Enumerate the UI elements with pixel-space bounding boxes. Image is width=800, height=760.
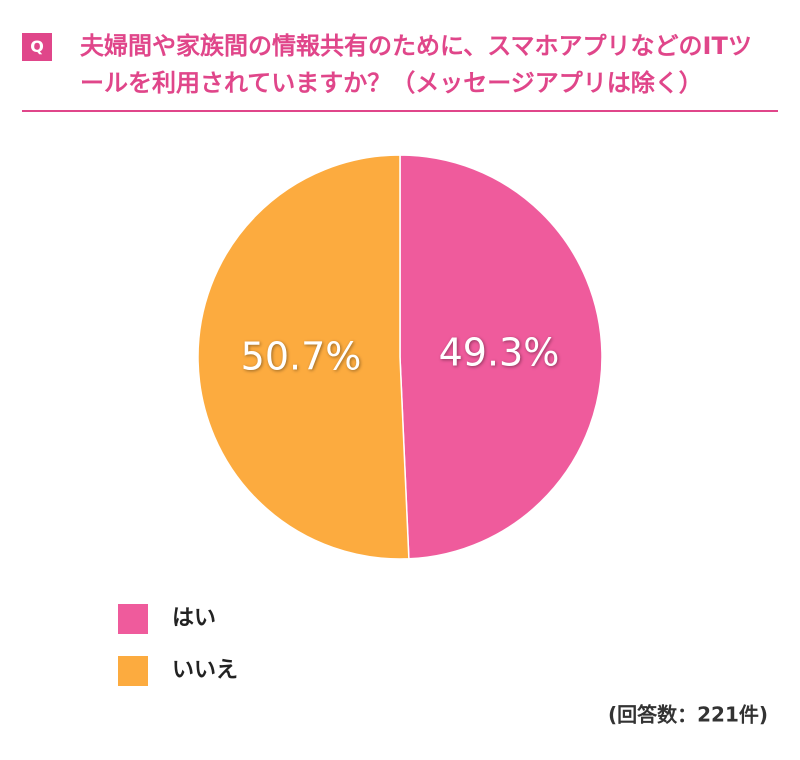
legend-swatch	[118, 604, 148, 634]
title-rule	[22, 110, 778, 112]
legend-label: いいえ	[172, 658, 238, 683]
pie-slice	[399, 154, 603, 560]
question-badge: Q	[22, 33, 52, 61]
legend-label: はい	[172, 606, 216, 631]
chart-title: 夫婦間や家族間の情報共有のために、スマホアプリなどのITツールを利用されています…	[80, 32, 752, 97]
pie-slice	[197, 154, 410, 560]
note: (回答数：221件)	[608, 703, 768, 727]
data-label: 50.7%	[241, 335, 362, 379]
legend-swatch	[118, 656, 148, 686]
data-label: 49.3%	[439, 330, 560, 374]
